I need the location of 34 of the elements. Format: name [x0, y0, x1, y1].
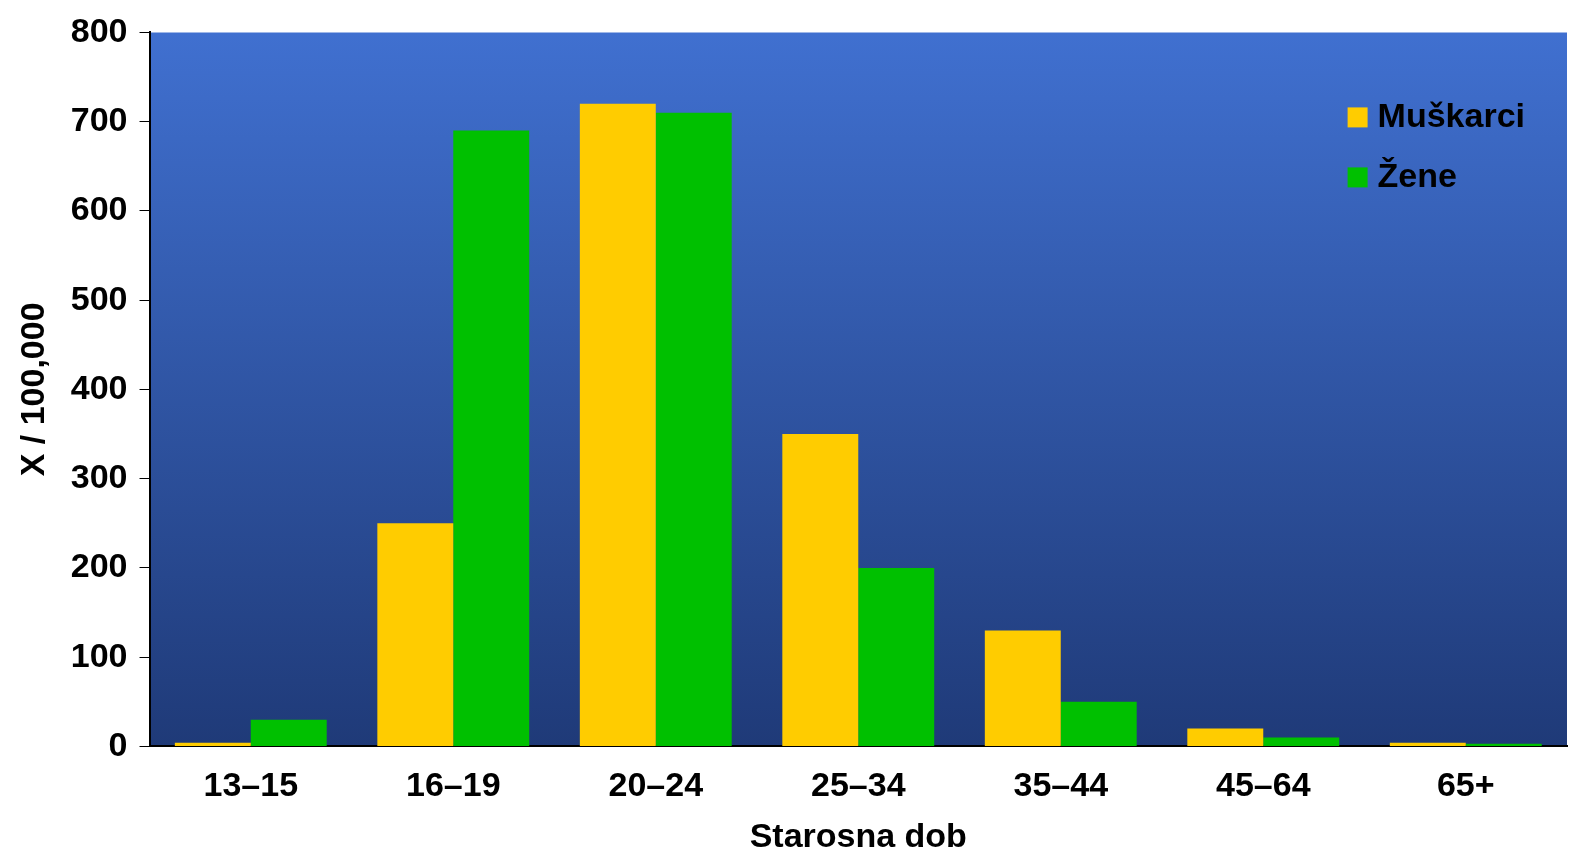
bar: [579, 103, 656, 746]
y-tick-label: 700: [70, 100, 128, 139]
bar: [984, 630, 1061, 746]
y-tick-label: 100: [70, 635, 128, 674]
x-tick-label: 13–15: [203, 765, 299, 804]
y-tick-label: 800: [70, 10, 128, 49]
bar: [1389, 742, 1466, 746]
y-tick-label: 600: [70, 189, 128, 228]
x-tick-label: 25–34: [810, 765, 906, 804]
legend-label: Žene: [1377, 155, 1457, 194]
x-tick-label: 16–19: [406, 765, 501, 804]
bar: [858, 567, 935, 746]
bar: [250, 719, 327, 746]
x-tick-label: 35–44: [1013, 765, 1109, 804]
bar: [1060, 701, 1137, 746]
bar: [377, 523, 454, 746]
x-axis-title: Starosna dob: [749, 815, 967, 854]
x-tick-label: 65+: [1436, 765, 1495, 804]
y-tick-label: 300: [70, 457, 128, 496]
bar: [174, 742, 251, 746]
y-tick-label: 500: [70, 278, 128, 317]
y-tick-label: 200: [70, 546, 128, 585]
y-tick-label: 0: [108, 724, 128, 763]
bar: [1187, 728, 1264, 746]
bar: [1263, 737, 1340, 746]
bar: [453, 130, 530, 746]
y-axis-title: X / 100,000: [12, 302, 51, 477]
x-tick-label: 20–24: [608, 765, 704, 804]
bar: [655, 112, 732, 746]
legend-label: Muškarci: [1377, 95, 1525, 134]
bar: [1465, 743, 1542, 746]
bar: [782, 434, 859, 746]
y-tick-label: 400: [70, 367, 128, 406]
x-tick-label: 45–64: [1215, 765, 1311, 804]
